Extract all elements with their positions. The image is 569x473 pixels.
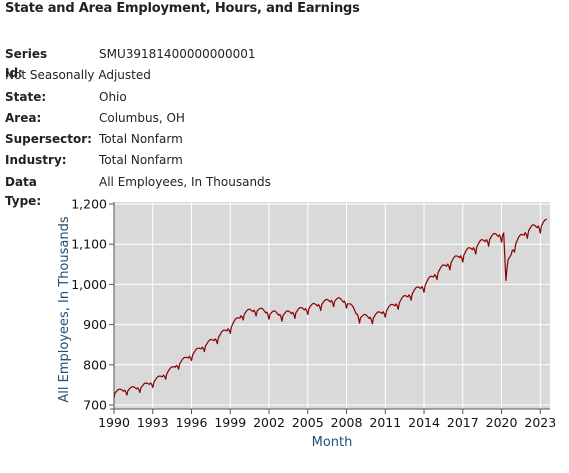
supersector-label: Supersector: bbox=[5, 132, 92, 147]
x-tick-label: 1999 bbox=[214, 415, 246, 430]
y-tick-label: 1,000 bbox=[71, 277, 107, 292]
state-value: Ohio bbox=[99, 89, 127, 104]
x-tick-label: 2008 bbox=[331, 415, 363, 430]
x-tick-label: 2005 bbox=[292, 415, 324, 430]
page-title: State and Area Employment, Hours, and Ea… bbox=[5, 1, 360, 16]
plot-area bbox=[114, 202, 550, 409]
data-type-label: Data Type: bbox=[5, 174, 42, 208]
x-tick-label: 1996 bbox=[176, 415, 208, 430]
seasonal-adjustment-text: Not Seasonally Adjusted bbox=[5, 68, 151, 83]
x-tick-label: 2023 bbox=[524, 415, 556, 430]
area-value: Columbus, OH bbox=[99, 110, 185, 125]
y-axis-title: All Employees, In Thousands bbox=[57, 216, 72, 402]
y-tick-label: 800 bbox=[83, 357, 107, 372]
x-tick-label: 2017 bbox=[447, 415, 479, 430]
y-tick-label: 1,100 bbox=[71, 237, 107, 252]
y-tick-label: 700 bbox=[83, 397, 107, 412]
x-tick-label: 2011 bbox=[369, 415, 401, 430]
industry-value: Total Nonfarm bbox=[99, 153, 183, 168]
supersector-value: Total Nonfarm bbox=[99, 132, 183, 147]
employment-series-line bbox=[113, 218, 547, 398]
series-id-label: Series Id: bbox=[5, 47, 48, 80]
state-label: State: bbox=[5, 89, 47, 104]
data-type-value: All Employees, In Thousands bbox=[99, 174, 271, 189]
y-tick-label: 1,200 bbox=[71, 197, 107, 212]
x-tick-label: 2020 bbox=[486, 415, 518, 430]
area-label: Area: bbox=[5, 110, 42, 125]
x-tick-label: 1990 bbox=[98, 415, 130, 430]
industry-label: Industry: bbox=[5, 153, 67, 168]
series-id-value: SMU39181400000000001 bbox=[99, 47, 256, 61]
x-axis-title: Month bbox=[312, 435, 353, 450]
x-tick-label: 2002 bbox=[253, 415, 285, 430]
x-tick-label: 1993 bbox=[137, 415, 169, 430]
x-tick-label: 2014 bbox=[408, 415, 440, 430]
y-tick-label: 900 bbox=[83, 317, 107, 332]
